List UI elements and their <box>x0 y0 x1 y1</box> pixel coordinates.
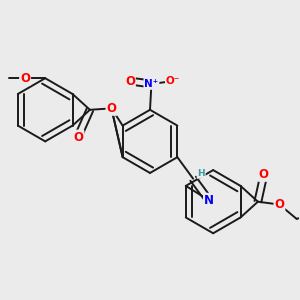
Text: N⁺: N⁺ <box>144 79 159 89</box>
Text: O: O <box>20 72 30 85</box>
Text: O: O <box>106 102 116 115</box>
Text: O: O <box>259 168 269 181</box>
Text: H: H <box>197 169 205 178</box>
Text: O: O <box>274 198 284 211</box>
Text: N: N <box>204 194 214 207</box>
Text: O⁻: O⁻ <box>166 76 180 86</box>
Text: O: O <box>74 130 83 144</box>
Text: O: O <box>125 75 135 88</box>
